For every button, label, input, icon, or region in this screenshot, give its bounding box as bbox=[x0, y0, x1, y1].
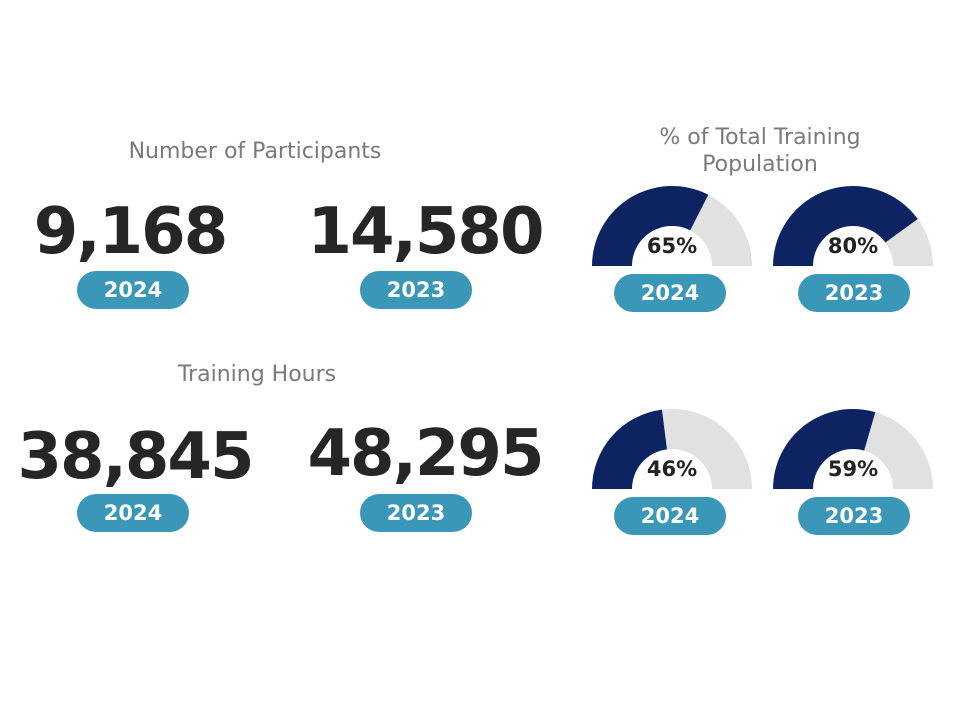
gauge-track bbox=[690, 194, 752, 266]
gauge-fill bbox=[773, 409, 876, 489]
gauge-participants-2024-label: 65% bbox=[646, 234, 698, 258]
gauge-hours-2023-year-badge: 2023 bbox=[798, 497, 910, 535]
gauge-participants-2024-year-badge: 2024 bbox=[614, 274, 726, 312]
population-heading-line2: Population bbox=[702, 152, 818, 177]
hours-heading: Training Hours bbox=[177, 362, 337, 387]
participants-2023-year-badge: 2023 bbox=[360, 271, 472, 309]
gauge-hours-2024-label: 46% bbox=[646, 457, 698, 481]
gauge-track bbox=[864, 412, 933, 489]
gauge-hours-2024: 46% bbox=[590, 407, 754, 491]
participants-2023-value: 14,580 bbox=[307, 195, 545, 269]
gauge-participants-2023-svg bbox=[773, 186, 933, 266]
gauge-hours-2023-label: 59% bbox=[827, 457, 879, 481]
gauge-participants-2023-year-badge: 2023 bbox=[798, 274, 910, 312]
gauge-hours-2024-year-badge: 2024 bbox=[614, 497, 726, 535]
gauge-hours-2023-svg bbox=[773, 409, 933, 489]
gauge-fill bbox=[773, 186, 918, 266]
hours-2023-value: 48,295 bbox=[307, 417, 545, 491]
hours-2024-year-badge: 2024 bbox=[77, 494, 189, 532]
gauge-participants-2024: 65% bbox=[590, 184, 754, 268]
participants-heading: Number of Participants bbox=[128, 139, 382, 164]
hours-2023-year-badge: 2023 bbox=[360, 494, 472, 532]
population-heading-line1: % of Total Training bbox=[659, 125, 861, 150]
gauge-fill bbox=[592, 186, 709, 266]
participants-2024-year-badge: 2024 bbox=[77, 271, 189, 309]
gauge-track bbox=[661, 409, 752, 489]
gauge-hours-2024-svg bbox=[592, 409, 752, 489]
gauge-participants-2024-svg bbox=[592, 186, 752, 266]
gauge-fill bbox=[592, 409, 667, 489]
hours-2024-value: 38,845 bbox=[17, 420, 255, 494]
population-heading: % of Total Training Population bbox=[610, 124, 910, 178]
gauge-track bbox=[885, 218, 933, 266]
participants-2024-value: 9,168 bbox=[33, 195, 228, 269]
gauge-hours-2023: 59% bbox=[771, 407, 935, 491]
gauge-participants-2023-label: 80% bbox=[827, 234, 879, 258]
gauge-participants-2023: 80% bbox=[771, 184, 935, 268]
